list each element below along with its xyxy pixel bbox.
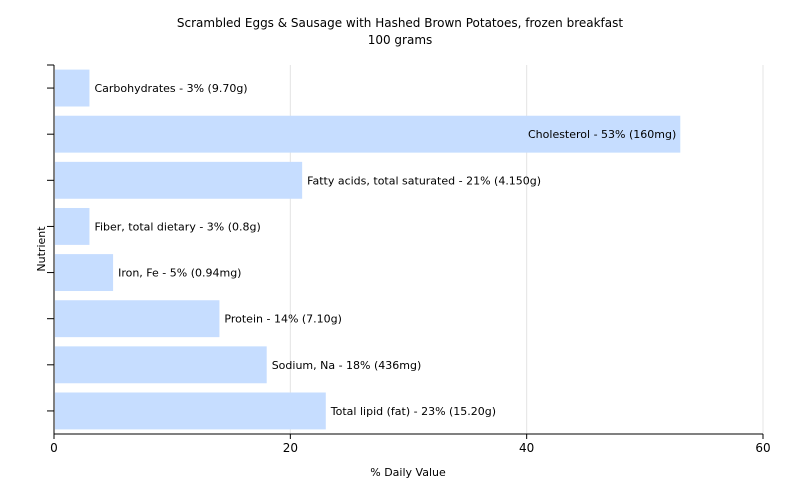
bar-label: Protein - 14% (7.10g): [224, 313, 342, 326]
bar: [55, 300, 220, 338]
x-tick-label: 0: [50, 441, 58, 455]
bar: [55, 207, 90, 245]
bar-label: Fatty acids, total saturated - 21% (4.15…: [307, 174, 541, 187]
chart-title: Scrambled Eggs & Sausage with Hashed Bro…: [177, 16, 623, 30]
tick-labels: 0 20 40 60: [50, 441, 770, 455]
bar: [55, 69, 90, 107]
bar: [55, 392, 326, 430]
bar-label: Sodium, Na - 18% (436mg): [272, 359, 422, 372]
bars: Carbohydrates - 3% (9.70g) Cholesterol - …: [55, 69, 681, 430]
x-tick-label: 20: [283, 441, 298, 455]
chart-subtitle: 100 grams: [368, 33, 433, 47]
bar-label: Fiber, total dietary - 3% (0.8g): [94, 220, 260, 233]
bar-label: Total lipid (fat) - 23% (15.20g): [330, 405, 496, 418]
bar-label: Carbohydrates - 3% (9.70g): [94, 82, 247, 95]
x-tick-label: 60: [755, 441, 770, 455]
bar: [55, 161, 303, 199]
bar: [55, 346, 267, 384]
axes: [47, 64, 764, 439]
y-axis-label: Nutrient: [35, 226, 48, 272]
x-tick-label: 40: [519, 441, 534, 455]
bar-label: Iron, Fe - 5% (0.94mg): [118, 267, 241, 280]
bar-label: Cholesterol - 53% (160mg): [528, 128, 676, 141]
bar: [55, 254, 114, 292]
bar: [55, 115, 681, 153]
x-axis-label: % Daily Value: [370, 466, 446, 479]
